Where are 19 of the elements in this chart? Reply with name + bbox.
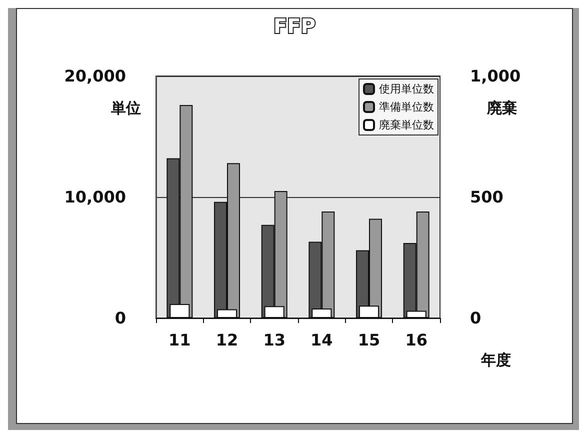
y2-tick-label: 500 — [470, 188, 504, 206]
x-axis-title: 年度 — [480, 351, 511, 369]
y-tick-label: 0 — [114, 308, 126, 328]
x-tick-label: 13 — [263, 330, 286, 350]
y-axis-title: 単位 — [110, 100, 141, 117]
chart-title: FFP — [274, 14, 316, 38]
x-tick-label: 15 — [358, 330, 380, 350]
legend-label: 使用単位数 — [379, 82, 434, 96]
y2-axis-title: 廃棄 — [486, 99, 517, 117]
legend-label: 準備単位数 — [379, 100, 434, 114]
x-tick-label: 12 — [216, 330, 238, 350]
y-tick-label: 20,000 — [64, 66, 126, 86]
y-tick-label: 10,000 — [64, 188, 126, 206]
legend-label: 廃棄単位数 — [379, 118, 434, 132]
x-tick-label: 11 — [168, 330, 191, 350]
x-tick-label: 16 — [405, 330, 428, 350]
y2-tick-label: 1,000 — [470, 66, 521, 86]
x-tick-label: 14 — [310, 330, 333, 350]
y2-tick-label: 0 — [470, 308, 482, 328]
